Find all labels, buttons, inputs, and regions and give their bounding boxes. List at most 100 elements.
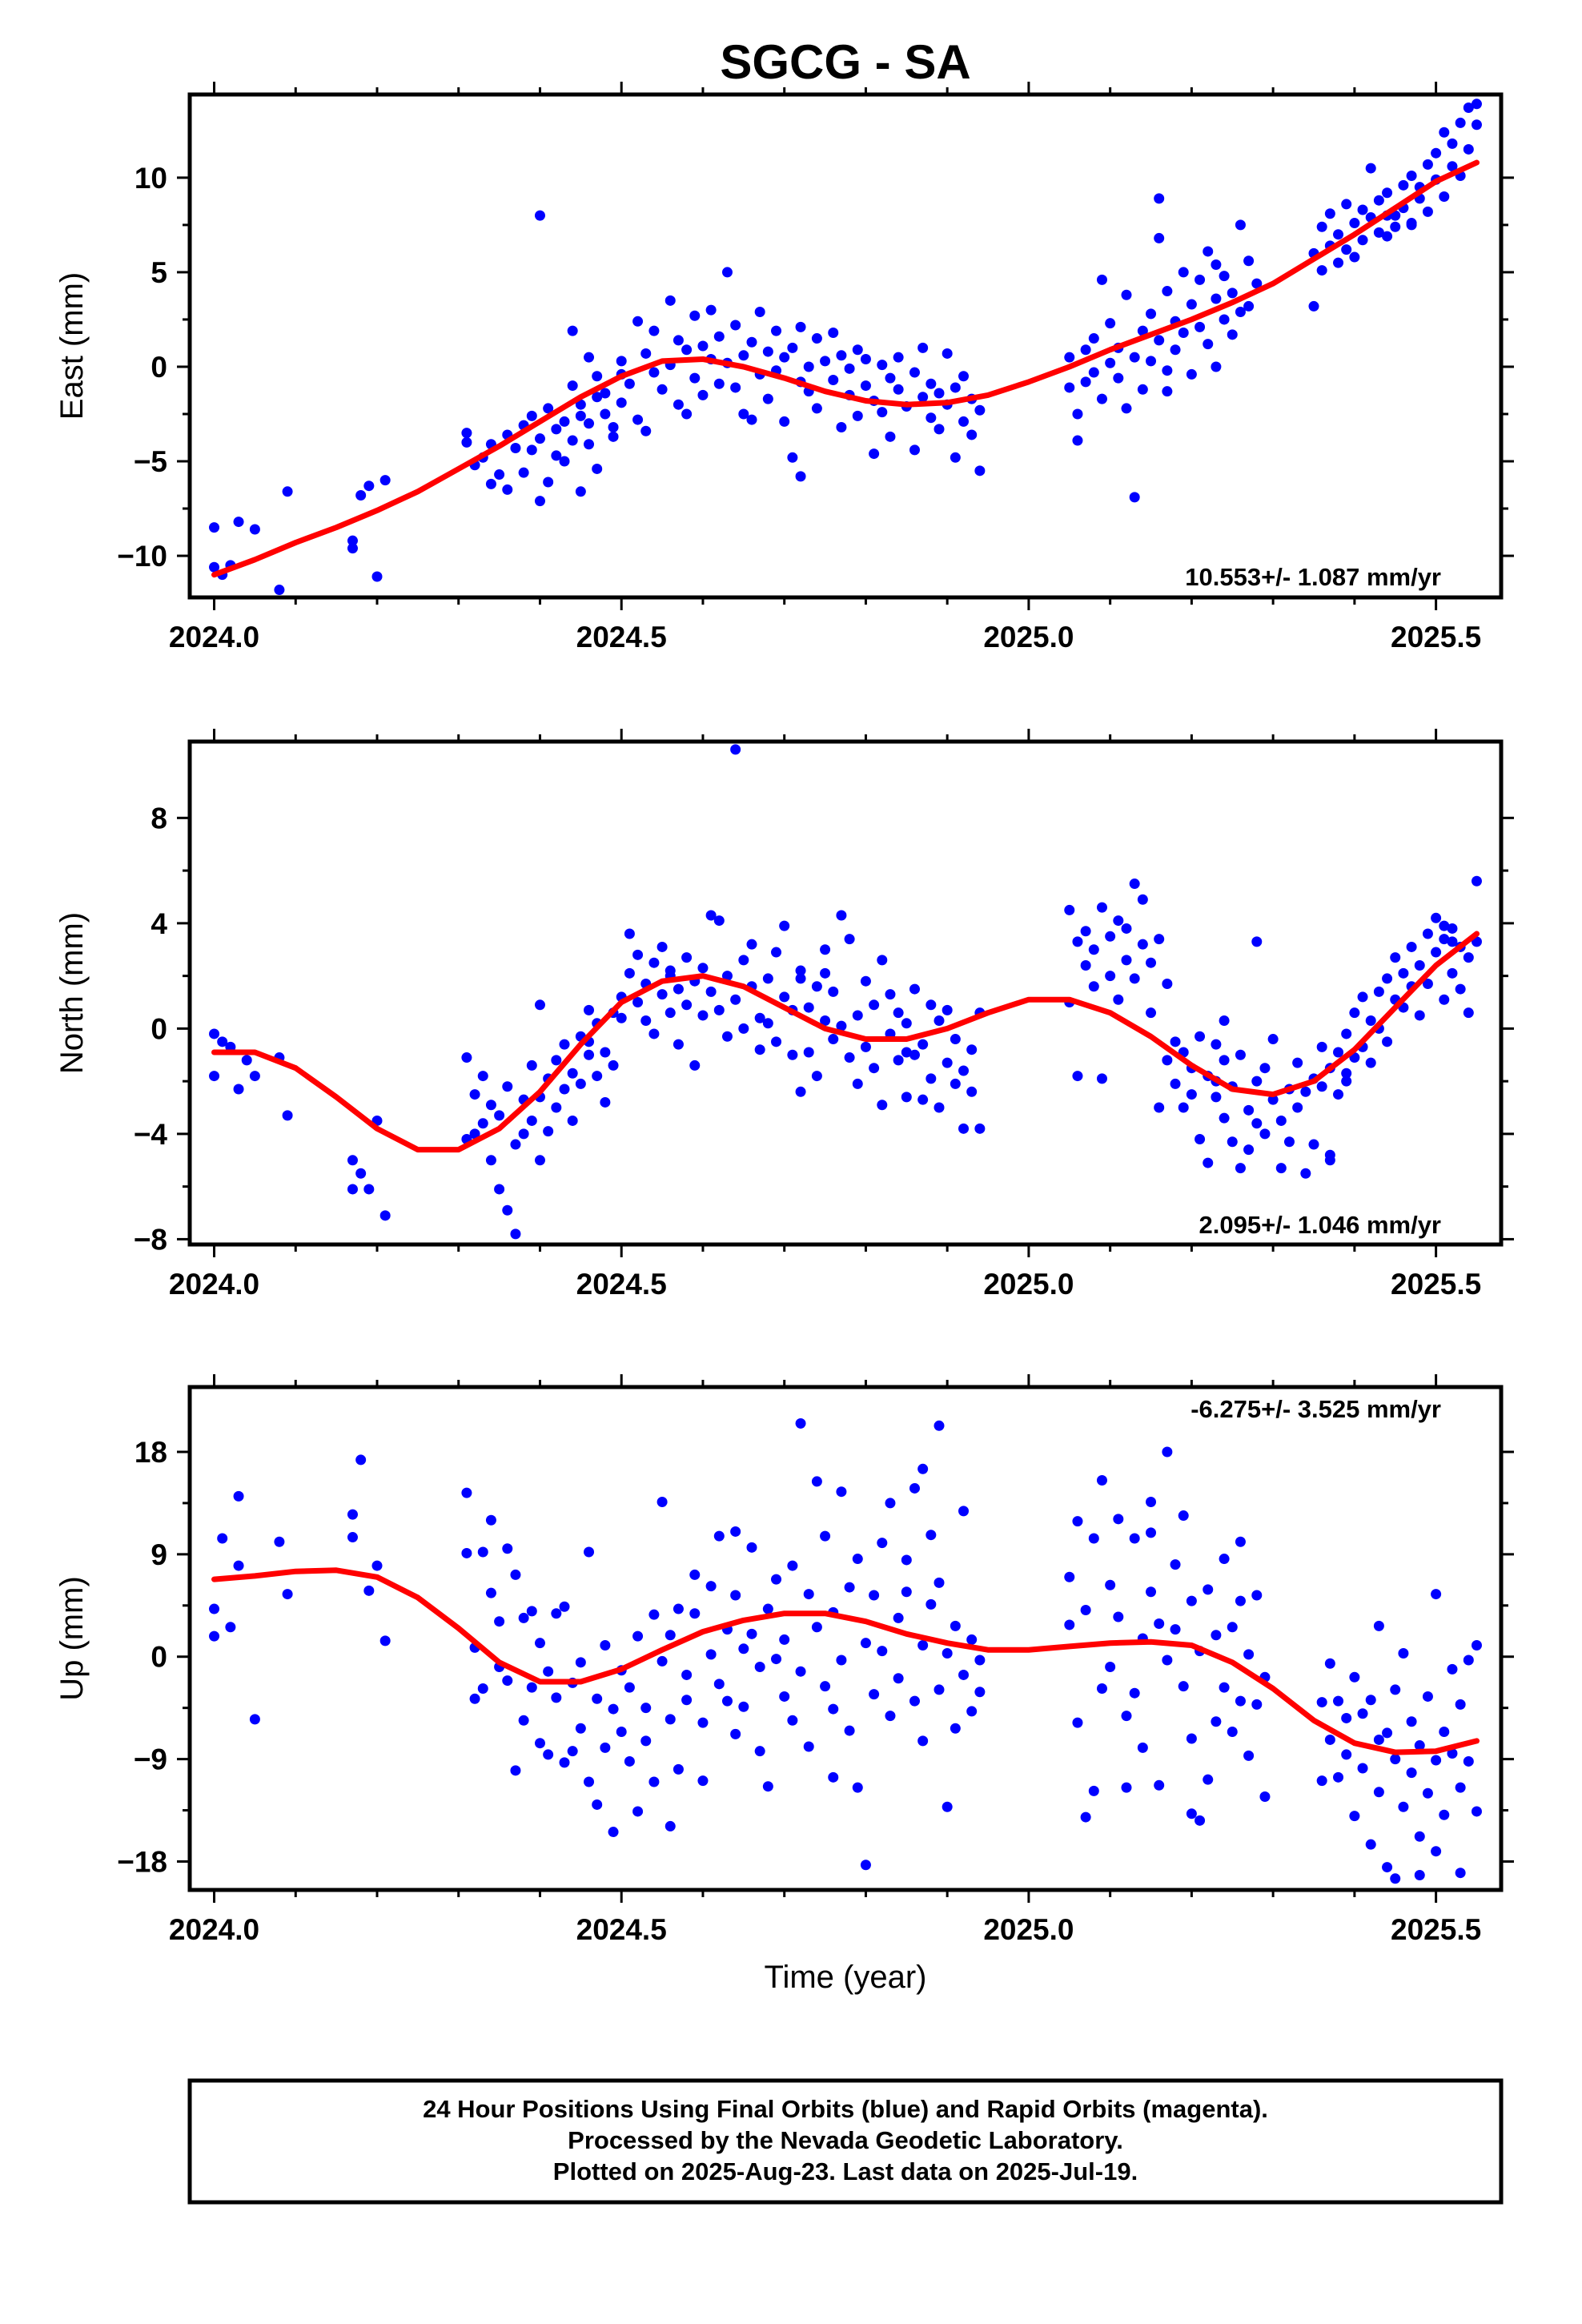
north-data-point	[1349, 1007, 1360, 1019]
east-data-point	[1195, 321, 1206, 332]
up-data-point	[746, 1542, 757, 1553]
up-data-point	[282, 1589, 293, 1600]
up-data-point	[274, 1536, 285, 1547]
up-data-point	[559, 1757, 570, 1768]
up-data-point	[1382, 1862, 1393, 1873]
east-y-tick-label: 10	[135, 162, 167, 195]
up-data-point	[1113, 1514, 1124, 1525]
north-data-point	[681, 952, 693, 963]
east-data-point	[1341, 199, 1352, 210]
east-data-point	[787, 452, 798, 463]
east-data-point	[502, 484, 513, 495]
east-data-point	[575, 410, 586, 421]
east-data-point	[526, 410, 537, 421]
north-data-point	[1105, 971, 1116, 982]
up-data-point	[934, 1420, 945, 1431]
north-data-point	[510, 1139, 521, 1150]
north-data-point	[697, 1010, 709, 1021]
north-data-point	[1267, 1094, 1279, 1105]
east-data-point	[461, 428, 472, 439]
east-data-point	[877, 360, 888, 371]
up-data-point	[600, 1640, 611, 1651]
up-data-point	[1121, 1782, 1132, 1793]
up-data-point	[689, 1569, 701, 1580]
up-data-point	[584, 1546, 595, 1558]
up-data-point	[926, 1598, 937, 1610]
north-data-point	[1259, 1063, 1271, 1074]
up-data-point	[1382, 1727, 1393, 1739]
up-data-point	[1251, 1590, 1263, 1601]
north-data-point	[469, 1128, 480, 1140]
east-data-point	[1357, 204, 1368, 215]
up-data-point	[1439, 1727, 1450, 1738]
east-data-point	[648, 325, 660, 336]
north-data-point	[551, 1055, 562, 1066]
up-data-point	[673, 1603, 684, 1614]
north-data-point	[1455, 983, 1466, 995]
east-data-point	[567, 435, 578, 446]
east-data-point	[1227, 287, 1238, 299]
east-data-point	[942, 348, 953, 359]
north-data-point	[494, 1184, 505, 1195]
east-data-point	[608, 422, 619, 433]
up-data-point	[534, 1638, 545, 1649]
east-data-point	[1316, 265, 1327, 276]
east-data-point	[282, 486, 293, 497]
up-data-point	[1471, 1806, 1482, 1817]
north-data-point	[608, 1059, 619, 1071]
north-data-point	[828, 1034, 839, 1045]
east-data-point	[1471, 119, 1482, 131]
east-data-point	[860, 380, 871, 392]
north-data-point	[1072, 1071, 1083, 1082]
up-data-point	[1146, 1586, 1157, 1598]
up-data-point	[665, 1630, 676, 1641]
east-data-point	[1154, 335, 1165, 346]
up-data-point	[836, 1486, 847, 1498]
north-data-point	[1154, 934, 1165, 945]
north-data-point	[648, 957, 660, 968]
east-data-point	[917, 392, 929, 403]
north-data-point	[877, 955, 888, 966]
east-rate-label: 10.553+/- 1.087 mm/yr	[1185, 563, 1441, 591]
up-data-point	[1113, 1611, 1124, 1622]
east-data-point	[632, 316, 644, 327]
north-data-point	[1292, 1102, 1303, 1113]
east-data-point	[249, 524, 260, 535]
east-data-point	[697, 389, 709, 400]
up-x-tick-label: 2025.5	[1391, 1913, 1481, 1946]
up-data-point	[1203, 1774, 1214, 1785]
east-data-point	[648, 367, 660, 378]
north-data-point	[974, 1123, 986, 1134]
north-data-point	[217, 1036, 228, 1047]
north-data-point	[1227, 1136, 1238, 1148]
up-data-point	[738, 1643, 749, 1655]
east-data-point	[1211, 259, 1222, 270]
up-data-point	[209, 1630, 220, 1642]
north-data-point	[526, 1115, 537, 1126]
north-data-point	[917, 1094, 929, 1105]
up-data-point	[485, 1587, 496, 1598]
north-data-point	[632, 997, 644, 1008]
east-data-point	[893, 352, 904, 363]
east-data-point	[705, 304, 717, 316]
up-data-point	[1414, 1870, 1425, 1881]
east-data-point	[828, 327, 839, 338]
east-data-point	[567, 325, 578, 336]
up-data-point	[217, 1533, 228, 1544]
up-data-point	[1178, 1510, 1189, 1522]
east-data-point	[485, 478, 496, 489]
east-data-point	[713, 331, 725, 342]
up-data-point	[942, 1801, 953, 1812]
up-data-point	[1137, 1742, 1148, 1753]
up-data-point	[1349, 1811, 1360, 1822]
east-data-point	[958, 416, 970, 427]
east-data-point	[1422, 206, 1433, 217]
north-data-point	[689, 1059, 701, 1071]
north-data-point	[779, 920, 790, 931]
north-data-point	[1203, 1157, 1214, 1168]
north-data-point	[1211, 1092, 1222, 1103]
north-data-point	[1251, 1076, 1263, 1087]
east-x-tick-label: 2025.5	[1391, 621, 1481, 653]
east-data-point	[1154, 232, 1165, 243]
east-y-axis-label: East (mm)	[54, 272, 90, 420]
